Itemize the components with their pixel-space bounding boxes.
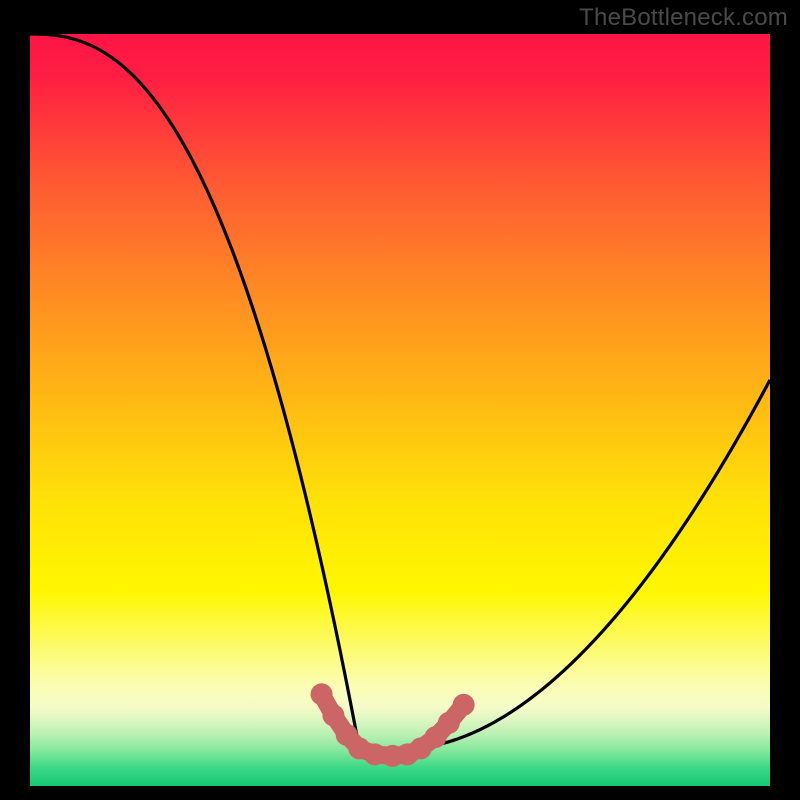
bottleneck-chart	[0, 0, 800, 800]
highlight-dot	[311, 683, 333, 705]
watermark-text: TheBottleneck.com	[579, 4, 788, 32]
highlight-dot	[453, 694, 475, 716]
highlight-dot	[438, 712, 460, 734]
gradient-background	[30, 34, 770, 786]
highlight-dot	[322, 704, 344, 726]
stage: TheBottleneck.com	[0, 0, 800, 800]
